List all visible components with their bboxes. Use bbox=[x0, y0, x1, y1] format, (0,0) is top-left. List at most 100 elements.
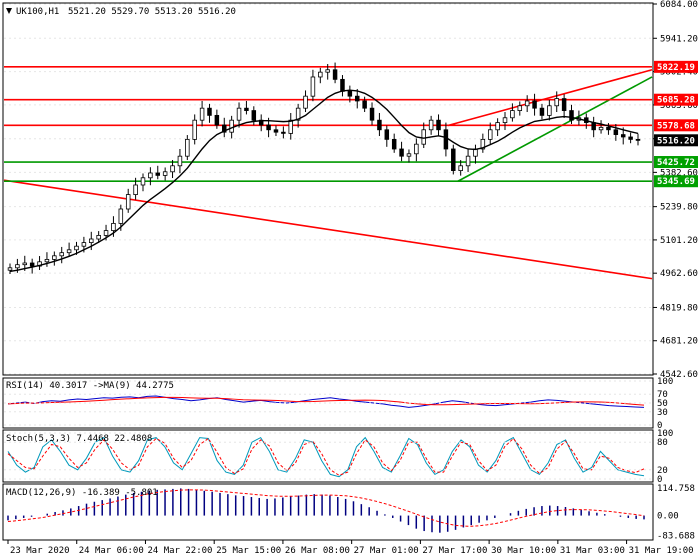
price-axis-label: 5239.80 bbox=[660, 203, 698, 213]
support-price-tag bbox=[654, 156, 698, 169]
candle-body bbox=[192, 119, 197, 140]
candle-body bbox=[222, 124, 227, 133]
candle-body bbox=[118, 208, 124, 224]
price-axis-label: 4681.20 bbox=[660, 337, 698, 347]
resistance-price-tag bbox=[654, 119, 698, 132]
candle-body bbox=[207, 107, 212, 116]
rsi-axis-label: 100 bbox=[657, 377, 673, 387]
candle-body bbox=[362, 100, 367, 109]
candle-body bbox=[591, 122, 596, 131]
resistance-trendline bbox=[447, 68, 653, 127]
price-axis-label: 5663.60 bbox=[660, 101, 698, 111]
candle-body bbox=[155, 172, 161, 176]
candle-body bbox=[547, 105, 552, 116]
candle-body bbox=[44, 259, 50, 263]
candle-body bbox=[140, 177, 146, 186]
price-axis-label: 4962.60 bbox=[660, 269, 698, 279]
candle-body bbox=[510, 110, 515, 119]
resistance-price-tag bbox=[654, 60, 698, 73]
candle-body bbox=[517, 105, 523, 111]
candle-body bbox=[111, 222, 116, 231]
candle-body bbox=[162, 171, 168, 176]
rsi-axis-label: 70 bbox=[657, 390, 668, 400]
time-axis-label: 24 Mar 22:00 bbox=[147, 546, 212, 556]
candle-body bbox=[606, 126, 611, 131]
rsi-axis-label: 50 bbox=[657, 399, 668, 409]
support-price-tag-label: 5425.72 bbox=[657, 158, 695, 168]
candle-body bbox=[598, 126, 604, 131]
candle-body bbox=[406, 153, 412, 157]
stoch-signal-line bbox=[7, 437, 645, 476]
stoch-panel-frame bbox=[2, 429, 654, 483]
candle-body bbox=[487, 129, 493, 140]
time-axis-label: 27 Mar 17:00 bbox=[422, 546, 487, 556]
candle-body bbox=[89, 238, 94, 244]
candle-body bbox=[303, 95, 308, 109]
candle-body bbox=[281, 131, 286, 134]
candle-body bbox=[325, 69, 330, 73]
candle-body bbox=[273, 129, 279, 133]
candle-body bbox=[288, 119, 294, 134]
resistance-price-tag-label: 5685.28 bbox=[657, 96, 695, 106]
candle-body bbox=[347, 90, 353, 97]
candle-body bbox=[81, 242, 87, 247]
price-axis-label: 5101.20 bbox=[660, 236, 698, 246]
candle-body bbox=[185, 138, 190, 157]
candle-body bbox=[421, 129, 426, 145]
price-axis-label: 5941.20 bbox=[660, 34, 698, 44]
candle-body bbox=[318, 71, 323, 78]
candle-body bbox=[170, 165, 175, 173]
candle-body bbox=[524, 100, 530, 107]
rsi-axis-label: 0 bbox=[657, 421, 662, 431]
candle-body bbox=[7, 267, 13, 271]
candle-body bbox=[103, 230, 109, 236]
macd-signal-line bbox=[7, 489, 645, 527]
candle-body bbox=[369, 107, 375, 121]
resistance-price-tag-label: 5822.19 bbox=[657, 63, 695, 73]
rsi-ma-line bbox=[7, 396, 645, 406]
candle-body bbox=[214, 114, 220, 126]
candle-body bbox=[37, 261, 42, 267]
macd-axis-label: -83.688 bbox=[657, 531, 695, 541]
stoch-axis-label: 100 bbox=[657, 429, 673, 439]
candle-body bbox=[428, 119, 434, 131]
candle-body bbox=[96, 235, 101, 240]
stoch-axis-label: 0 bbox=[657, 475, 662, 485]
time-axis-label: 26 Mar 08:00 bbox=[285, 546, 350, 556]
candle-body bbox=[133, 184, 138, 195]
candle-body bbox=[620, 134, 626, 138]
macd-axis-label: 0.00 bbox=[657, 512, 679, 522]
time-axis-label: 25 Mar 15:00 bbox=[216, 546, 281, 556]
stoch-axis-label: 20 bbox=[657, 466, 668, 476]
rsi-axis-label: 30 bbox=[657, 408, 668, 418]
candle-body bbox=[244, 107, 249, 111]
rsi-label: RSI(14) 40.3017 ->MA(9) 44.2775 bbox=[6, 381, 174, 391]
candle-body bbox=[125, 194, 131, 210]
stoch-main-line bbox=[7, 436, 645, 478]
macd-axis-label: 114.758 bbox=[657, 484, 695, 494]
price-panel-frame bbox=[2, 2, 654, 376]
time-axis-label: 27 Mar 01:00 bbox=[354, 546, 419, 556]
candle-body bbox=[66, 249, 72, 254]
support-price-tag bbox=[654, 175, 698, 188]
candle-body bbox=[561, 98, 567, 111]
price-axis-label: 4819.80 bbox=[660, 303, 698, 313]
candle-body bbox=[236, 107, 242, 121]
candle-body bbox=[199, 107, 205, 121]
candle-body bbox=[310, 76, 316, 97]
time-axis-label: 31 Mar 03:00 bbox=[560, 546, 625, 556]
candle-body bbox=[52, 255, 57, 260]
header-triangle-icon bbox=[6, 8, 12, 14]
support-trendline bbox=[457, 76, 653, 183]
stoch-label: Stoch(5,3,3) 7.4468 22.4808 bbox=[6, 434, 152, 444]
price-axis-label: 5382.60 bbox=[660, 168, 698, 178]
candle-body bbox=[354, 95, 360, 102]
candle-body bbox=[377, 119, 382, 131]
candle-body bbox=[384, 129, 390, 140]
price-axis-label: 6084.00 bbox=[660, 0, 698, 10]
candle-body bbox=[436, 119, 441, 131]
candle-body bbox=[15, 264, 20, 269]
candle-body bbox=[391, 138, 397, 150]
candle-body bbox=[451, 148, 456, 171]
